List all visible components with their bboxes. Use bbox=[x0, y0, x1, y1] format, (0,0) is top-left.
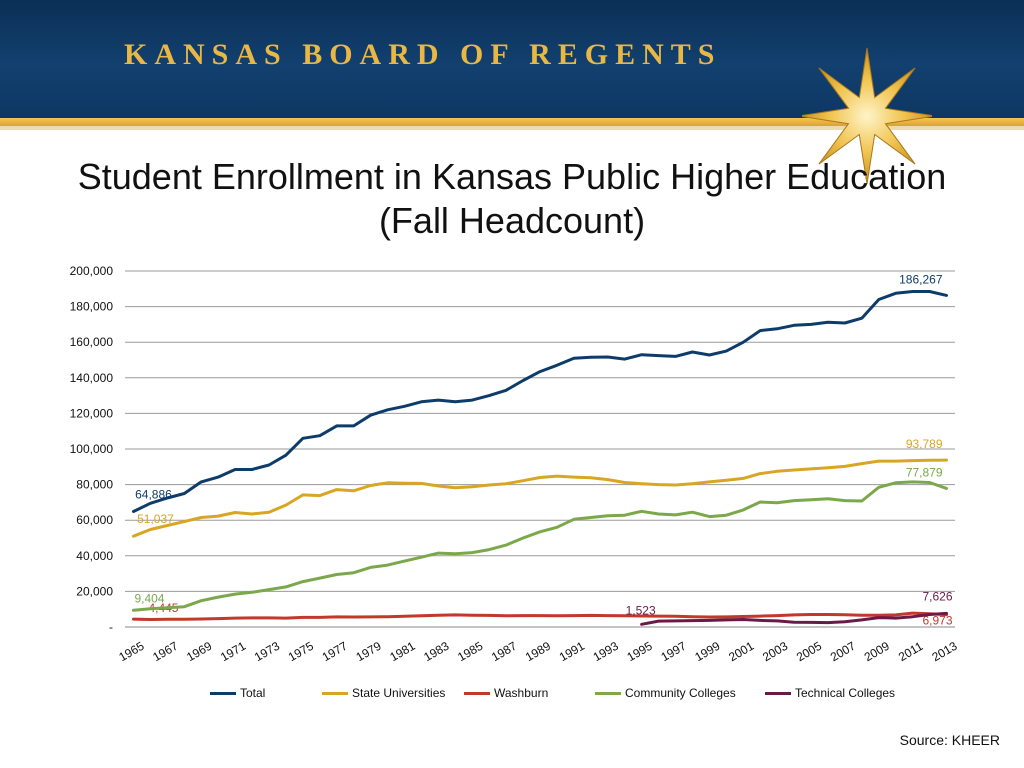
x-tick-label: 1997 bbox=[658, 639, 688, 665]
chart-title-line1: Student Enrollment in Kansas Public High… bbox=[77, 156, 947, 197]
y-tick-label: 180,000 bbox=[70, 300, 114, 314]
x-tick-label: 1999 bbox=[692, 639, 722, 665]
x-tick-label: 1991 bbox=[557, 639, 587, 665]
org-name: KANSAS BOARD OF REGENTS bbox=[124, 38, 722, 71]
legend-swatch bbox=[765, 691, 791, 695]
source-note: Source: KHEER bbox=[899, 732, 1000, 748]
y-tick-label: 20,000 bbox=[76, 584, 113, 598]
x-tick-label: 1983 bbox=[421, 639, 451, 665]
legend-label: State Universities bbox=[352, 686, 446, 700]
x-tick-label: 1967 bbox=[150, 639, 180, 665]
legend-swatch bbox=[595, 691, 621, 695]
legend-item: State Universities bbox=[322, 686, 445, 700]
y-tick-label: 120,000 bbox=[70, 406, 114, 420]
x-tick-label: 2009 bbox=[862, 639, 892, 665]
legend-label: Technical Colleges bbox=[795, 686, 896, 700]
chart-legend: Total State Universities Washburn Community… bbox=[210, 686, 970, 704]
series-line-technical-colleges bbox=[640, 611, 948, 626]
legend-item: Community Colleges bbox=[595, 686, 736, 700]
data-label: 77,879 bbox=[906, 465, 943, 479]
x-tick-label: 2011 bbox=[896, 639, 926, 664]
legend-label: Community Colleges bbox=[625, 686, 736, 700]
legend-item: Washburn bbox=[464, 686, 548, 700]
x-tick-label: 2005 bbox=[794, 639, 824, 665]
x-tick-label: 2007 bbox=[828, 639, 858, 665]
x-tick-label: 1975 bbox=[286, 639, 316, 665]
series-line-community-colleges bbox=[132, 480, 948, 612]
legend-item: Technical Colleges bbox=[765, 686, 895, 700]
data-label: 6,973 bbox=[922, 614, 952, 628]
y-tick-label: 160,000 bbox=[70, 335, 114, 349]
x-tick-label: 2013 bbox=[929, 639, 959, 665]
enrollment-line-chart: - 20,000 40,000 60,000 80,000 100,000 120,000 1… bbox=[70, 264, 960, 665]
x-tick-label: 1977 bbox=[320, 639, 350, 665]
data-label: 64,886 bbox=[135, 488, 172, 502]
x-tick-label: 1971 bbox=[218, 639, 248, 665]
data-label: 93,789 bbox=[906, 437, 943, 451]
series-line-total bbox=[132, 290, 948, 513]
x-tick-label: 1965 bbox=[116, 639, 146, 665]
y-tick-label: 100,000 bbox=[70, 442, 114, 456]
x-tick-label: 1993 bbox=[591, 639, 621, 665]
x-tick-label: 1985 bbox=[455, 639, 485, 665]
y-tick-label: 140,000 bbox=[70, 371, 114, 385]
chart-title: Student Enrollment in Kansas Public High… bbox=[0, 155, 1024, 243]
data-label: 9,404 bbox=[134, 591, 164, 605]
series-line-state-universities bbox=[132, 458, 948, 538]
x-tick-label: 1995 bbox=[625, 639, 655, 665]
legend-swatch bbox=[322, 691, 348, 695]
x-tick-label: 1981 bbox=[387, 639, 417, 665]
legend-label: Washburn bbox=[494, 686, 549, 700]
y-tick-label: 200,000 bbox=[70, 264, 114, 278]
legend-item: Total bbox=[210, 686, 265, 700]
x-tick-label: 1973 bbox=[252, 639, 282, 665]
data-label: 186,267 bbox=[899, 272, 943, 286]
data-label: 51,037 bbox=[137, 512, 174, 526]
x-tick-label: 1969 bbox=[184, 639, 214, 665]
legend-swatch bbox=[464, 691, 490, 695]
x-tick-label: 1989 bbox=[523, 639, 553, 665]
legend-swatch bbox=[210, 691, 236, 695]
data-label: 1,523 bbox=[626, 603, 656, 617]
y-tick-label: 40,000 bbox=[76, 549, 113, 563]
y-tick-label: - bbox=[109, 620, 113, 634]
star-logo-icon bbox=[802, 47, 932, 185]
header-light-stripe bbox=[0, 126, 1024, 130]
series-line-washburn bbox=[132, 611, 948, 621]
y-tick-label: 60,000 bbox=[76, 513, 113, 527]
chart-title-line2: (Fall Headcount) bbox=[378, 200, 646, 241]
data-label: 7,626 bbox=[922, 589, 952, 603]
x-tick-label: 2003 bbox=[760, 639, 790, 665]
x-tick-label: 1979 bbox=[354, 639, 384, 665]
x-tick-label: 2001 bbox=[726, 639, 756, 665]
y-tick-label: 80,000 bbox=[76, 478, 113, 492]
legend-label: Total bbox=[240, 686, 266, 700]
header-gold-stripe bbox=[0, 118, 1024, 126]
x-tick-label: 1987 bbox=[489, 639, 519, 665]
